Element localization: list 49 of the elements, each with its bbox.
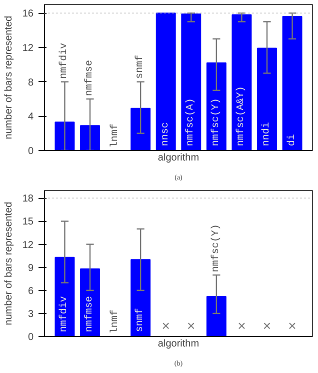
- y-axis-title: number of bars represented: [3, 202, 14, 326]
- category-label: nmfsc(Y): [210, 98, 222, 146]
- category-label: nmfsc(A): [186, 98, 197, 146]
- bar: [54, 122, 75, 150]
- y-tick-label: 4: [28, 112, 34, 123]
- y-tick-label: 12: [22, 42, 34, 54]
- y-tick-label: 16: [22, 8, 34, 20]
- bar: [130, 259, 151, 336]
- category-label: di: [286, 134, 298, 146]
- category-label: nmfsc(A&Y): [236, 86, 248, 146]
- text: ×: [288, 318, 296, 334]
- bar: [257, 48, 277, 150]
- x-axis-title: algorithm: [158, 152, 200, 164]
- category-label: snmf: [135, 54, 146, 79]
- category-label: lnmf: [110, 124, 121, 148]
- bar: [232, 14, 252, 150]
- category-label: snmf: [135, 308, 146, 332]
- y-tick-label: 0: [28, 332, 34, 343]
- category-label: nmfsc(Y): [210, 224, 222, 272]
- text: ×: [187, 318, 196, 334]
- bar: [80, 125, 100, 150]
- y-tick-label: 15: [22, 216, 34, 228]
- y-tick-label: 0: [28, 146, 34, 157]
- y-tick-label: 3: [28, 308, 34, 320]
- text: ×: [238, 318, 246, 334]
- bar: [206, 296, 226, 336]
- y-tick-label: 6: [28, 286, 34, 297]
- category-label: nndi: [261, 122, 272, 146]
- bar: [282, 16, 302, 150]
- y-axis-title: number of bars represented: [3, 16, 14, 140]
- category-label: nmfmse: [84, 60, 96, 96]
- bar: [156, 12, 176, 150]
- bar: [181, 13, 202, 150]
- x-axis-title: algorithm: [158, 338, 200, 350]
- category-label: lnmf: [110, 310, 121, 334]
- y-tick-label: 9: [28, 262, 34, 274]
- bar: [206, 62, 226, 150]
- category-label: nmfdiv: [59, 42, 70, 79]
- category-label: nnsc: [160, 122, 172, 146]
- bar: [54, 256, 75, 336]
- text: ×: [262, 318, 272, 334]
- bar: [130, 108, 151, 150]
- text: ×: [162, 318, 170, 334]
- y-tick-label: 12: [22, 240, 34, 251]
- bar: [80, 268, 100, 336]
- y-tick-label: 8: [28, 77, 34, 88]
- category-label: nmfdiv: [59, 296, 70, 332]
- y-tick-label: 18: [22, 194, 34, 205]
- category-label: nmfmse: [84, 296, 96, 332]
